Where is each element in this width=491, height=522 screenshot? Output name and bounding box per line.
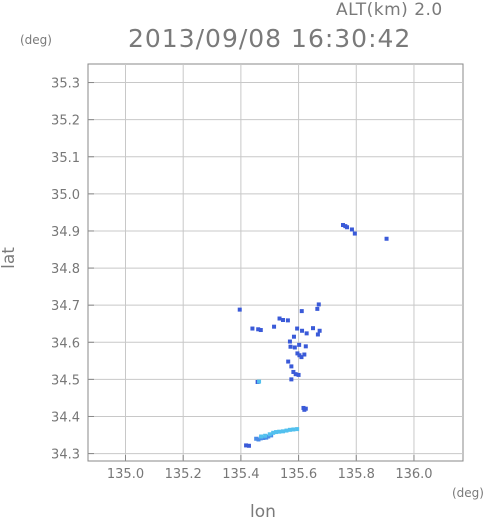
y-tick-label: 35.3 [51, 77, 80, 92]
y-tick-label: 34.6 [51, 336, 80, 351]
data-point [295, 427, 300, 432]
data-point [349, 227, 354, 232]
data-point [250, 326, 255, 331]
y-tick-label: 34.9 [51, 225, 80, 240]
y-tick-label: 35.0 [51, 188, 80, 203]
data-point [267, 432, 272, 437]
data-point [289, 364, 294, 369]
data-point [246, 443, 251, 448]
data-point [261, 435, 266, 440]
data-point [300, 328, 305, 333]
data-point [281, 429, 285, 434]
data-point [315, 306, 320, 311]
data-point [287, 339, 292, 344]
data-point [258, 328, 263, 333]
data-point [274, 430, 279, 435]
data-point [315, 332, 320, 337]
data-point [317, 328, 322, 333]
data-point [297, 342, 302, 347]
data-point [292, 345, 297, 350]
data-point [286, 359, 291, 364]
data-point [281, 318, 285, 323]
data-point [256, 437, 261, 442]
x-tick-label: 135.6 [280, 467, 317, 482]
altitude-label: ALT(km) 2.0 [336, 0, 443, 20]
data-point [311, 326, 315, 331]
data-point [316, 302, 321, 307]
y-tick-label: 34.8 [51, 262, 80, 277]
x-unit-label: (deg) [452, 486, 484, 500]
data-point [289, 377, 294, 382]
data-point [299, 309, 304, 314]
data-point [345, 225, 350, 230]
data-point [295, 351, 300, 356]
data-point [254, 436, 259, 441]
data-point [302, 407, 307, 412]
data-point [284, 428, 289, 433]
plot-frame [87, 63, 464, 462]
data-point [285, 318, 290, 323]
data-point [256, 327, 261, 332]
y-tick-label: 34.5 [51, 373, 80, 388]
x-tick-label: 135.2 [165, 467, 202, 482]
data-point [291, 369, 296, 374]
data-point [266, 434, 271, 439]
data-point [341, 223, 345, 228]
data-point [272, 324, 277, 329]
data-point [277, 429, 282, 434]
data-point [297, 353, 302, 358]
y-unit-label: (deg) [20, 33, 52, 47]
data-point [304, 331, 309, 336]
data-point [291, 334, 296, 339]
y-tick-label: 34.7 [51, 299, 80, 314]
data-point [299, 355, 304, 360]
data-point [287, 427, 292, 432]
data-point [277, 316, 282, 321]
data-point [288, 344, 293, 349]
data-point [302, 352, 307, 357]
x-tick-label: 135.8 [338, 467, 375, 482]
data-point [259, 434, 264, 439]
data-point [384, 236, 389, 241]
data-point [291, 427, 296, 432]
data-point [237, 307, 242, 312]
y-tick-label: 35.1 [51, 151, 80, 166]
data-point [295, 326, 300, 331]
data-point [296, 372, 301, 377]
y-tick-label: 34.3 [51, 448, 80, 463]
data-point [244, 443, 249, 448]
y-tick-label: 34.4 [51, 410, 80, 425]
x-tick-label: 135.0 [107, 467, 144, 482]
x-axis-label: lon [250, 502, 276, 522]
x-tick-label: 135.4 [222, 467, 259, 482]
y-tick-label: 35.2 [51, 114, 80, 129]
data-point [293, 372, 298, 377]
data-point [257, 379, 262, 384]
x-tick-label: 136.0 [395, 467, 432, 482]
data-point [263, 433, 268, 438]
data-point [352, 231, 357, 236]
chart-title: 2013/09/08 16:30:42 [128, 24, 412, 53]
data-point [303, 344, 308, 349]
data-point [271, 430, 276, 435]
